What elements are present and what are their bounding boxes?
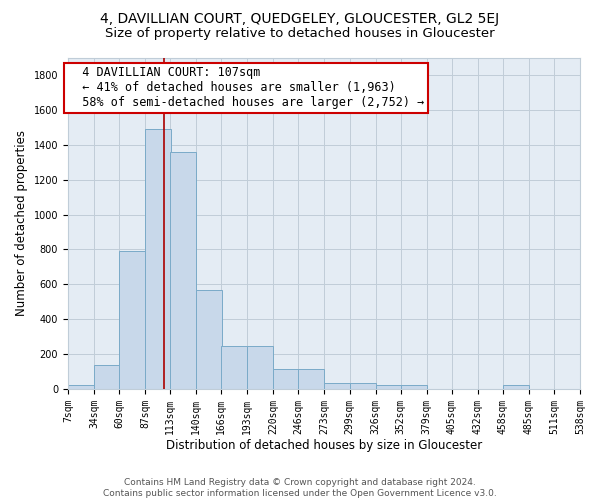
Text: 4, DAVILLIAN COURT, QUEDGELEY, GLOUCESTER, GL2 5EJ: 4, DAVILLIAN COURT, QUEDGELEY, GLOUCESTE…: [100, 12, 500, 26]
Y-axis label: Number of detached properties: Number of detached properties: [15, 130, 28, 316]
Bar: [298, 369, 325, 389]
Bar: [247, 346, 274, 389]
Text: Contains HM Land Registry data © Crown copyright and database right 2024.
Contai: Contains HM Land Registry data © Crown c…: [103, 478, 497, 498]
Bar: [350, 383, 376, 389]
Bar: [401, 386, 427, 389]
Bar: [170, 152, 196, 389]
Text: Size of property relative to detached houses in Gloucester: Size of property relative to detached ho…: [105, 28, 495, 40]
Bar: [274, 369, 299, 389]
Bar: [119, 251, 145, 389]
Bar: [145, 129, 171, 389]
Bar: [196, 290, 222, 389]
Bar: [221, 346, 247, 389]
Bar: [325, 383, 350, 389]
Bar: [94, 366, 120, 389]
X-axis label: Distribution of detached houses by size in Gloucester: Distribution of detached houses by size …: [166, 440, 482, 452]
Text: 4 DAVILLIAN COURT: 107sqm
  ← 41% of detached houses are smaller (1,963)
  58% o: 4 DAVILLIAN COURT: 107sqm ← 41% of detac…: [68, 66, 424, 109]
Bar: [376, 384, 401, 389]
Bar: [68, 386, 94, 389]
Bar: [503, 386, 529, 389]
